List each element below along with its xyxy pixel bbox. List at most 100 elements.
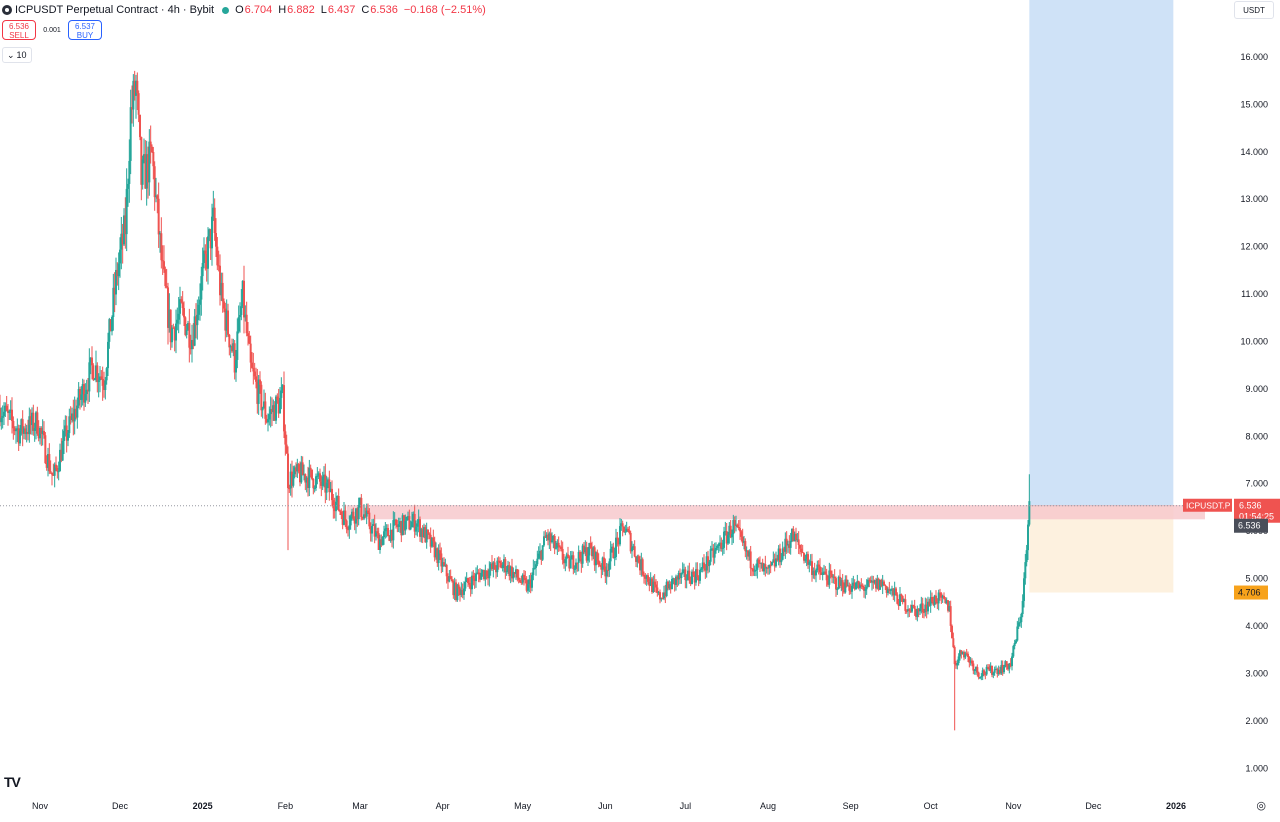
candle-body (244, 314, 247, 318)
candle-body (771, 562, 773, 565)
candle-body (139, 114, 141, 138)
candle-body (525, 580, 528, 591)
candle-body (131, 107, 133, 110)
candle-body (780, 559, 783, 563)
candle-body (788, 544, 791, 548)
candle-body (108, 319, 111, 342)
candle-body (984, 673, 987, 675)
candle-body (389, 529, 392, 541)
candle-body (116, 269, 119, 277)
candle-body (609, 548, 612, 562)
candle-body (268, 414, 271, 420)
candle-body (796, 539, 799, 541)
candle-body (880, 579, 883, 587)
high-value: 6.882 (287, 4, 315, 16)
candle-body (57, 471, 60, 473)
candle-body (387, 527, 389, 537)
candle-body (519, 579, 521, 583)
candle-body (680, 573, 683, 579)
sell-button[interactable]: 6.536 SELL (2, 20, 36, 40)
candle-body (39, 428, 41, 439)
candle-body (208, 229, 211, 237)
candle-body (845, 579, 848, 587)
candle-body (113, 287, 116, 295)
candle-body (479, 574, 481, 580)
candle-body (167, 287, 169, 328)
candle-body (493, 562, 496, 570)
candle-body (129, 107, 132, 161)
candle-body (149, 141, 152, 147)
candle-body (593, 547, 596, 566)
candle-body (548, 533, 551, 541)
candle-body (931, 597, 933, 602)
candle-body (607, 569, 609, 571)
candle-body (504, 559, 507, 573)
candle-body (465, 578, 468, 583)
candle-body (199, 299, 201, 305)
candle-body (91, 357, 93, 366)
candle-body (100, 376, 103, 380)
candle-body (449, 576, 452, 580)
candle-body (696, 569, 699, 578)
y-tick-label: 9.000 (1245, 384, 1268, 394)
candle-body (729, 525, 732, 538)
tradingview-logo-icon[interactable]: TV (4, 774, 21, 790)
y-tick-label: 10.000 (1240, 336, 1268, 346)
candle-body (959, 650, 961, 657)
candle-body (133, 80, 136, 96)
candle-body (732, 520, 735, 535)
candle-body (699, 569, 701, 581)
candle-body (659, 592, 661, 600)
candle-body (663, 592, 665, 599)
candle-body (840, 580, 843, 586)
y-tick-label: 15.000 (1240, 99, 1268, 109)
candle-body (271, 409, 273, 413)
candle-body (813, 570, 816, 576)
candle-body (164, 269, 167, 287)
candle-body (724, 531, 727, 533)
candle-body (97, 380, 100, 382)
candle-body (721, 547, 724, 549)
candle-body (700, 568, 703, 570)
candle-body (875, 580, 877, 589)
candle-body (783, 548, 785, 552)
candle-body (391, 529, 393, 541)
candle-body (860, 584, 863, 586)
stop-zone (1029, 505, 1174, 593)
candle-body (967, 653, 969, 657)
candle-body (20, 419, 23, 431)
candle-body (725, 531, 728, 544)
candle-body (535, 564, 537, 568)
chart-title[interactable]: ICPUSDT Perpetual Contract · 4h · Bybit (15, 4, 215, 16)
candle-body (72, 413, 75, 422)
candle-body (469, 584, 472, 590)
candle-body (25, 432, 28, 435)
candle-body (911, 604, 913, 612)
candle-body (832, 576, 835, 578)
candle-body (180, 299, 183, 303)
candle-body (152, 152, 155, 167)
candle-body (269, 409, 272, 415)
candle-body (132, 80, 135, 110)
candle-body (592, 547, 595, 557)
candle-body (720, 542, 723, 549)
candle-body (77, 389, 80, 406)
settings-icon[interactable]: ◎ (1256, 800, 1266, 812)
candle-body (473, 578, 476, 582)
candle-body (1017, 622, 1020, 627)
candle-body (553, 535, 556, 549)
candle-body (84, 394, 87, 403)
volume-toggle[interactable]: ⌄ 10 (2, 47, 32, 63)
candle-body (267, 419, 269, 423)
candle-body (655, 584, 657, 588)
candle-body (867, 579, 869, 587)
candle-body (563, 559, 565, 564)
candle-body (76, 405, 79, 418)
buy-button[interactable]: 6.537 BUY (68, 20, 102, 40)
currency-selector[interactable]: USDT (1234, 1, 1274, 19)
candle-body (383, 531, 385, 538)
candle-body (153, 166, 156, 198)
candle-body (59, 449, 61, 472)
candle-body (464, 582, 467, 589)
